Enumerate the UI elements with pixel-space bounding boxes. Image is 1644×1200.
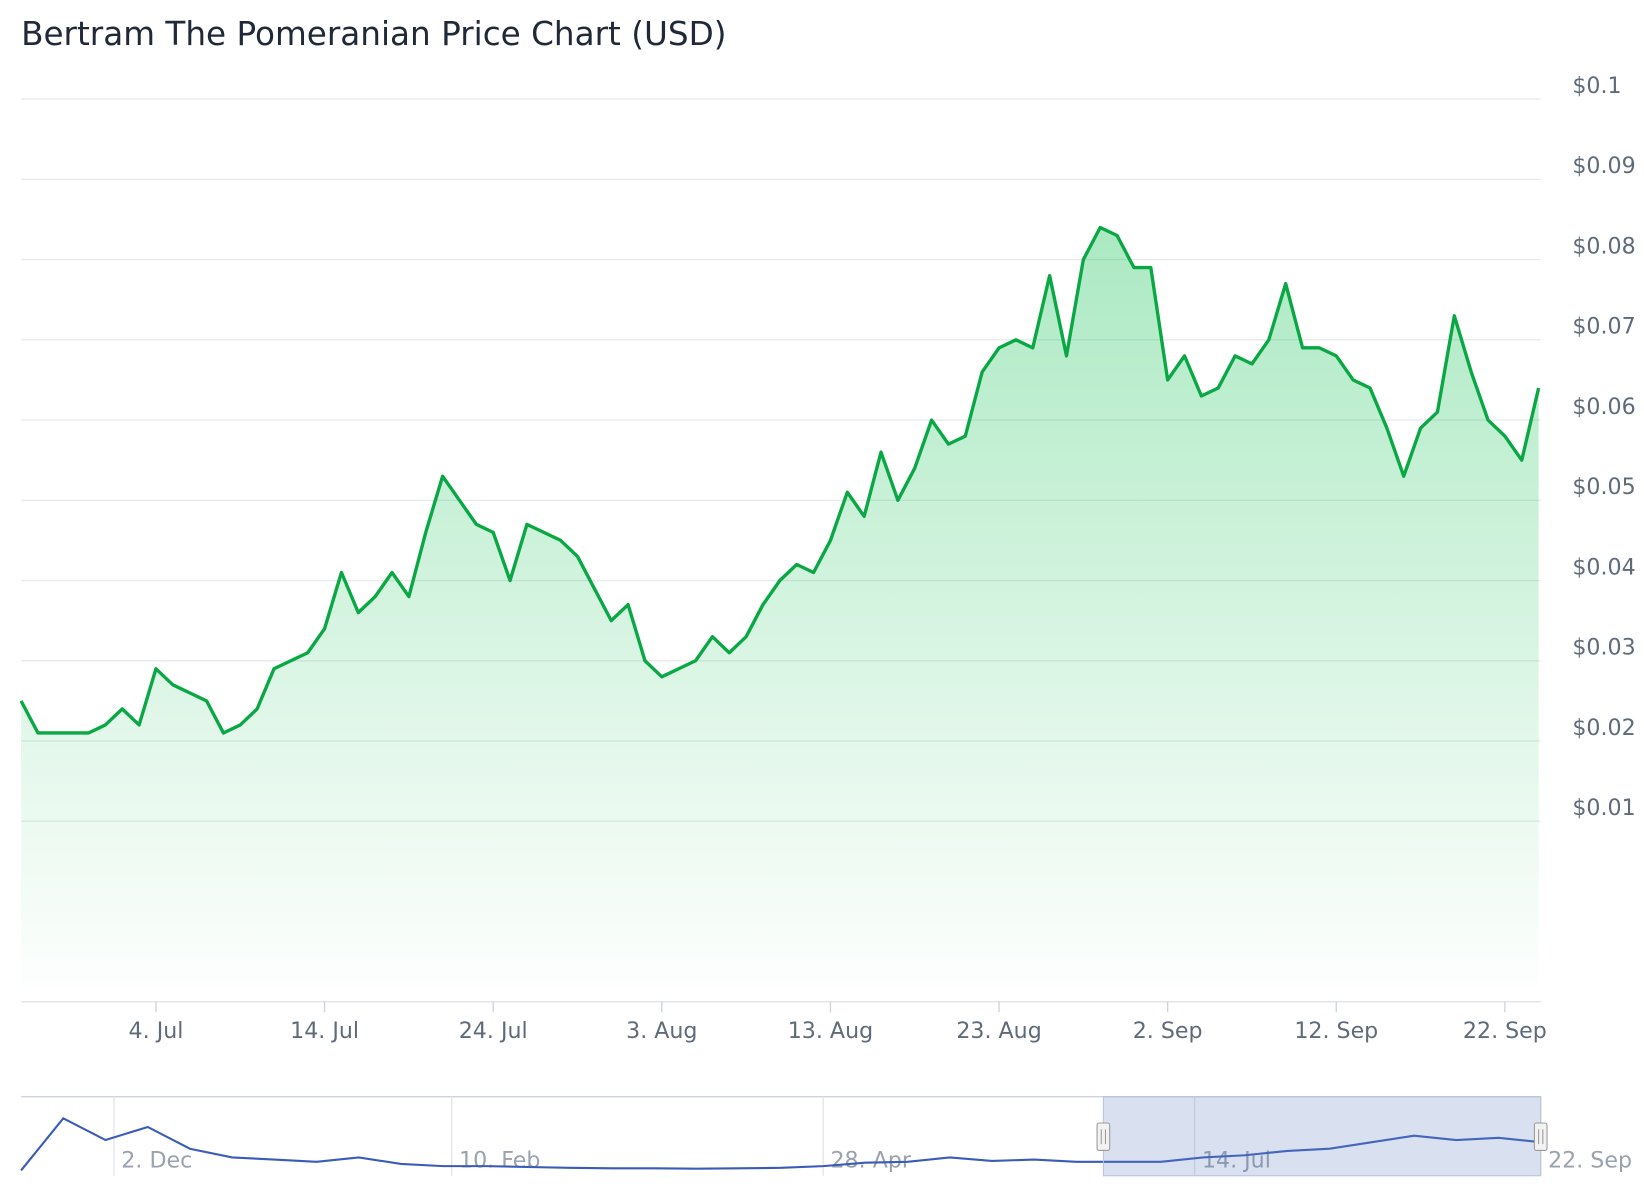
x-tick-label: 22. Sep <box>1463 1018 1547 1044</box>
x-tick-label: 3. Aug <box>626 1018 697 1044</box>
y-tick-label: $0.09 <box>1572 153 1635 179</box>
x-tick-label: 23. Aug <box>956 1018 1041 1044</box>
y-tick-label: $0.01 <box>1572 795 1635 821</box>
y-tick-label: $0.08 <box>1572 233 1635 259</box>
navigator-handle <box>1533 1122 1548 1151</box>
y-tick-label: $0.03 <box>1572 635 1635 661</box>
navigator-tick-label: 14. Jul <box>1202 1147 1271 1173</box>
x-tick-label: 12. Sep <box>1294 1018 1378 1044</box>
navigator-handle <box>1096 1122 1111 1151</box>
y-tick-label: $0.06 <box>1572 394 1635 420</box>
y-tick-label: $0.05 <box>1572 474 1635 500</box>
navigator-selection <box>1102 1096 1542 1177</box>
y-tick-label: $0.04 <box>1572 554 1635 580</box>
chart-title: Bertram The Pomeranian Price Chart (USD) <box>21 15 726 53</box>
x-tick-label: 13. Aug <box>788 1018 873 1044</box>
y-tick-label: $0.1 <box>1572 73 1621 99</box>
navigator-tick-label: 22. Sep <box>1548 1147 1632 1173</box>
navigator-line <box>20 1116 1541 1172</box>
x-tick-label: 4. Jul <box>129 1018 184 1044</box>
area <box>21 227 1539 1002</box>
navigator-tick-label: 10. Feb <box>459 1147 540 1173</box>
price-line <box>19 225 1541 735</box>
navigator-tick-label: 2. Dec <box>121 1147 192 1173</box>
x-tick-label: 14. Jul <box>290 1018 359 1044</box>
x-tick-label: 2. Sep <box>1133 1018 1203 1044</box>
x-tick-label: 24. Jul <box>459 1018 528 1044</box>
y-tick-label: $0.02 <box>1572 715 1635 741</box>
y-tick-label: $0.07 <box>1572 314 1635 340</box>
navigator-tick-label: 28. Apr <box>830 1147 911 1173</box>
